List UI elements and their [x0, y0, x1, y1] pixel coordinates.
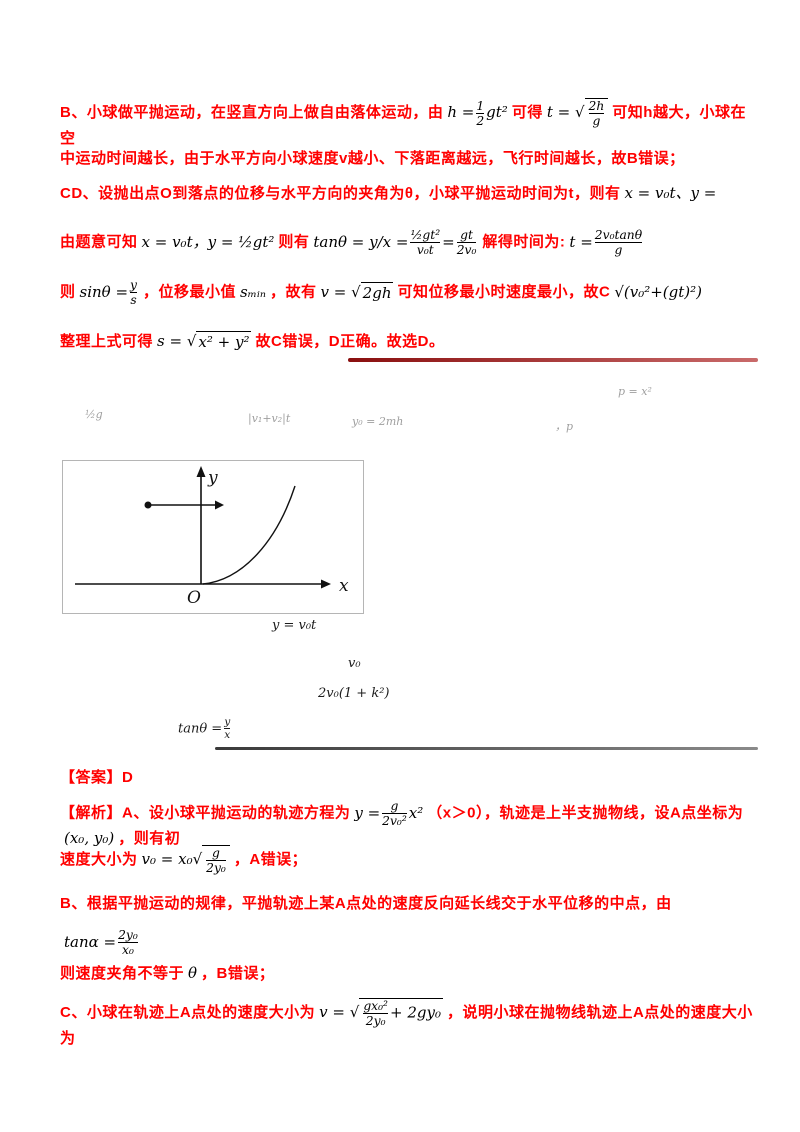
solution2-line1: 【解析】A、设小球平抛运动的轨迹方程为 y = g 2v₀² x² （x＞0），轨迹是上半… [60, 799, 760, 849]
red-text: 由题意可知 [60, 233, 138, 251]
radical: 2h g [584, 98, 609, 129]
trajectory-graph: x y O [75, 466, 349, 608]
red-text: 解得时间为: [482, 233, 566, 251]
origin-label: O [187, 588, 201, 608]
solution1-line6: 整理上式可得 s = √ x² + y² 故C错误，D正确。故选D。 [60, 331, 760, 353]
fraction: 2y₀ x₀ [118, 928, 138, 958]
red-text: CD、设抛出点O到落点的位移与水平方向的夹角为θ，小球平抛运动时间为t，则有 [60, 185, 621, 202]
math-expression: v₀ = x₀√ g 2y₀ [138, 845, 234, 875]
faint-formula: ，p [555, 420, 574, 433]
math-expression: tanθ = y/x = ½gt² v₀t = gt 2v₀ [313, 228, 477, 258]
math-expression: h = 1 2 gt² [447, 98, 508, 128]
mid-formula: y = v₀t [272, 618, 317, 633]
mid-formula: 2v₀(1 + k²) [318, 686, 390, 701]
solution1-line2: 中运动时间越长，由于水平方向小球速度v越小、下落距离越远，飞行时间越长，故B错误… [60, 148, 760, 169]
x-axis-arrow-icon [321, 579, 331, 589]
faint-formula: ½g [85, 408, 103, 421]
red-text: 速度大小为 [60, 851, 138, 869]
section-underline [215, 747, 758, 750]
radical: g 2y₀ [202, 845, 230, 875]
math-expression: t = √ 2h g [543, 98, 612, 128]
fraction: gt 2v₀ [456, 228, 477, 258]
math-expression: (x₀, y₀) [64, 829, 115, 848]
red-text: 可知位移最小时速度最小，故C [397, 283, 611, 301]
math-expression: sₘᵢₙ [240, 282, 267, 301]
fraction: 2v₀tanθ g [594, 228, 643, 258]
fraction: 2h g [588, 99, 605, 129]
math-expression: t = 2v₀tanθ g [569, 228, 643, 258]
solution1-line4: 由题意可知 x = v₀t，y = ½gt² 则有 tanθ = y/x = ½gt² v… [60, 228, 760, 257]
radical: x² + y² [196, 331, 252, 351]
red-text: 可得 [511, 104, 543, 122]
red-text: C、小球在轨迹上A点处的速度大小为 [60, 1004, 316, 1022]
red-text: ，说明小球在抛物线轨迹上A点处的速度大小为 [60, 1004, 753, 1048]
red-text: 则有 [278, 233, 310, 251]
radical: gx₀² 2y₀ + 2gy₀ [359, 998, 443, 1028]
fraction: g 2y₀ [206, 846, 226, 876]
solution1-line5: 则 sinθ = y s ，位移最小值 sₘᵢₙ ，故有 v = √ 2gh 可知位移最小时速度最… [60, 278, 760, 307]
red-text: B、小球做平抛运动，在竖直方向上做自由落体运动，由 [60, 104, 444, 122]
red-text: B、根据平抛运动的规律，平抛轨迹上某A点处的速度反向延长线交于水平位移的中点，由 [60, 895, 672, 912]
math-expression: s = √ x² + y² [157, 331, 252, 351]
mid-formula: v₀ [348, 656, 361, 671]
red-text: ，A错误； [233, 851, 308, 869]
mid-formula: tanθ = y x [178, 715, 231, 742]
math-expression: sinθ = y s [79, 278, 137, 308]
radical: 2gh [360, 281, 394, 302]
red-text: （x＞0），轨迹是上半支抛物线，设A点坐标为 [427, 804, 744, 822]
red-text: 可知h越大，小球在空 [60, 104, 746, 148]
faint-formula: |v₁+v₂|t [248, 412, 291, 425]
red-text: ，位移最小值 [143, 283, 237, 301]
solution2-line6: C、小球在轨迹上A点处的速度大小为 v = √ gx₀² 2y₀ + 2gy₀ ，说明小球… [60, 998, 760, 1049]
trajectory-figure: x y O [62, 460, 364, 614]
solution2-line2: 速度大小为 v₀ = x₀√ g 2y₀ ，A错误； [60, 845, 760, 875]
y-axis-arrow-icon [196, 466, 206, 477]
red-text: ，则有初 [118, 830, 181, 848]
red-text: ，故有 [270, 283, 317, 301]
y-axis-label: y [207, 468, 218, 488]
math-expression: tanα = 2y₀ x₀ [64, 928, 138, 958]
math-expression: √(v₀²+(gt)²) [614, 282, 703, 301]
red-text: 则 [60, 283, 76, 301]
fraction: g 2v₀² [382, 799, 407, 829]
math-expression: y = g 2v₀² x² [354, 799, 424, 829]
red-text: 【解析】A、设小球平抛运动的轨迹方程为 [60, 804, 351, 822]
math-expression: v = √ gx₀² 2y₀ + 2gy₀ [319, 998, 443, 1029]
velocity-arrow-icon [215, 500, 224, 510]
red-text: ，B错误； [201, 965, 275, 982]
solution1-line3: CD、设抛出点O到落点的位移与水平方向的夹角为θ，小球平抛运动时间为t，则有 x … [60, 183, 760, 204]
answer-underline [348, 358, 758, 362]
math-expression: x = v₀t，y = ½gt² [141, 232, 275, 251]
math-expression: θ [188, 964, 198, 982]
solution2-line4: tanα = 2y₀ x₀ [60, 928, 760, 957]
x-axis-label: x [339, 576, 349, 596]
red-text: 中运动时间越长，由于水平方向小球速度v越小、下落距离越远，飞行时间越长，故B错误… [60, 150, 685, 167]
faint-formula: y₀ = 2mh [352, 415, 404, 428]
red-text: 整理上式可得 [60, 333, 154, 350]
solution2-line5: 则速度夹角不等于 θ ，B错误； [60, 963, 760, 984]
fraction: gx₀² 2y₀ [363, 999, 388, 1029]
math-expression: v = √ 2gh [320, 281, 394, 302]
solution1-line1: B、小球做平抛运动，在竖直方向上做自由落体运动，由 h = 1 2 gt² 可得 t = √… [60, 98, 760, 149]
faint-formula: p = x² [618, 385, 652, 398]
solution2-line3: B、根据平抛运动的规律，平抛轨迹上某A点处的速度反向延长线交于水平位移的中点，由 [60, 893, 760, 914]
math-expression: x = v₀t、y = [624, 184, 717, 202]
fraction: ½gt² v₀t [410, 228, 441, 258]
answer-label: 【答案】D [60, 767, 760, 788]
red-text: 则速度夹角不等于 [60, 965, 185, 982]
red-text: 【答案】D [60, 769, 134, 786]
red-text: 故C错误，D正确。故选D。 [255, 333, 445, 350]
trajectory-curve [202, 485, 296, 585]
